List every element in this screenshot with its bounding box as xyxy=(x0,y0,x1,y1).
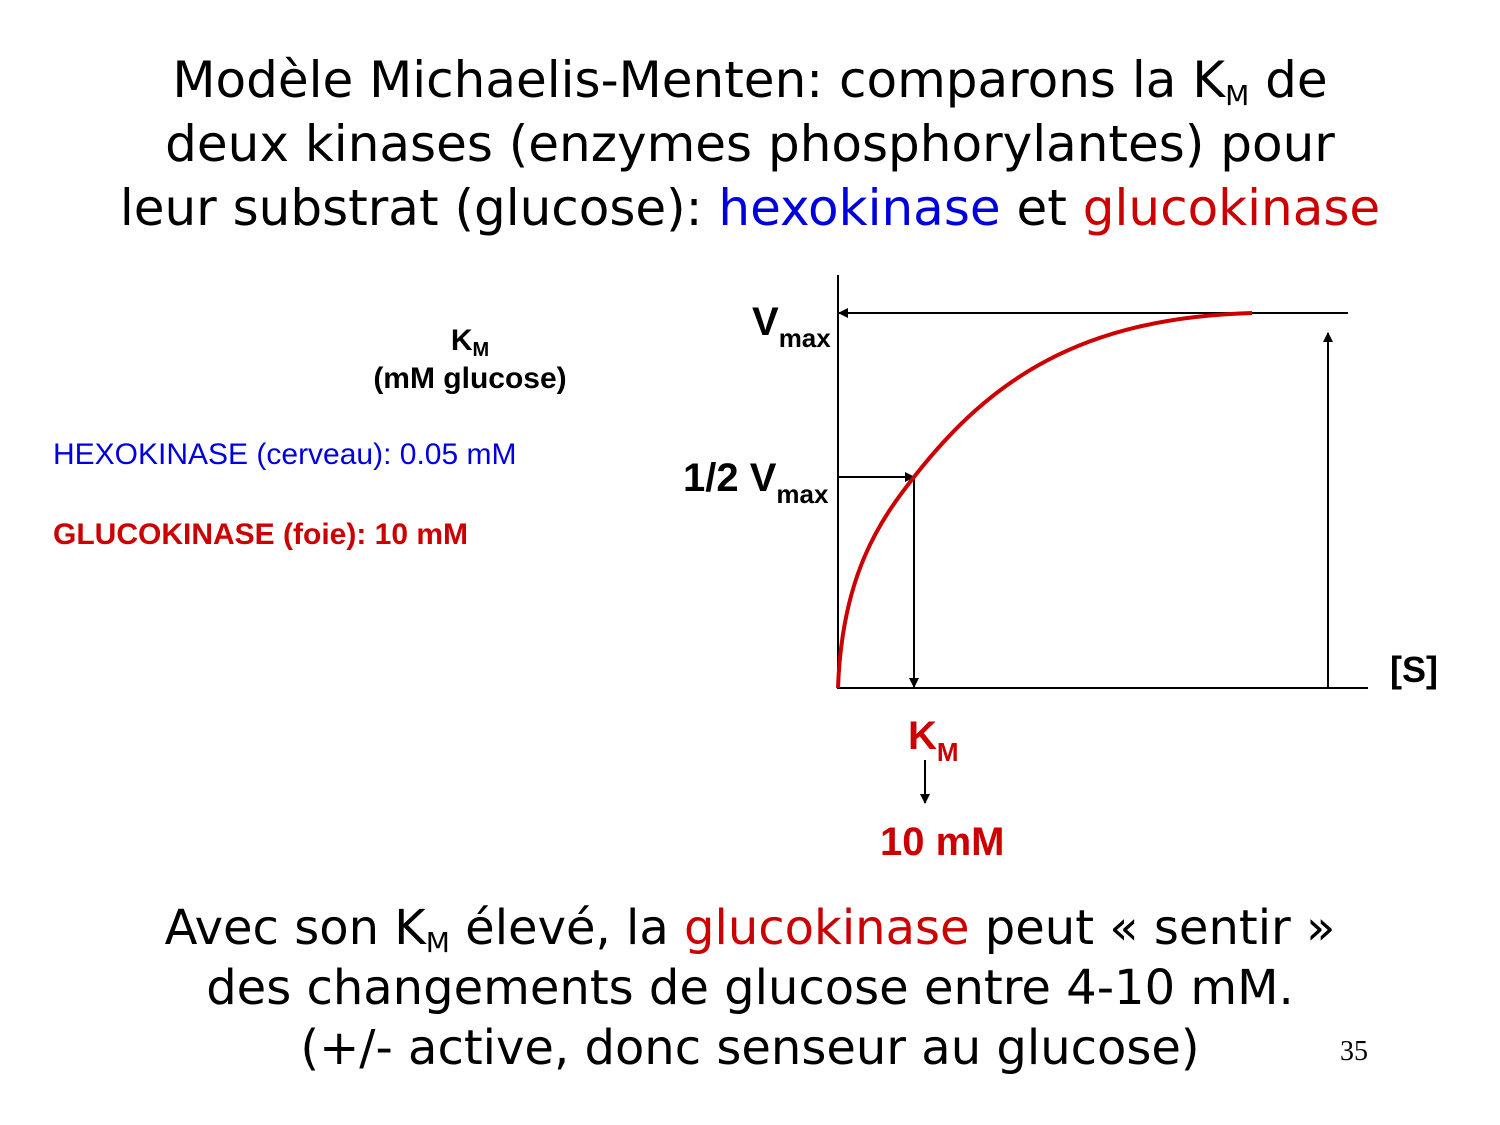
title-text: de xyxy=(1249,51,1328,109)
vmax-v: V xyxy=(752,300,779,344)
vmax-label: Vmax xyxy=(752,300,831,351)
conclusion-text: Avec son KM élevé, la glucokinase peut «… xyxy=(0,898,1500,1078)
km-header-k: K xyxy=(450,324,473,357)
conclusion-sub: M xyxy=(425,926,450,959)
conclusion-glucokinase: glucokinase xyxy=(684,900,970,956)
conclusion-line-3: (+/- active, donc senseur au glucose) xyxy=(300,1020,1200,1076)
half-vmax-label: 1/2 Vmax xyxy=(683,456,828,507)
half-v: 1/2 V xyxy=(683,456,777,500)
slide-title: Modèle Michaelis-Menten: comparons la KM… xyxy=(0,48,1500,240)
half-sub: max xyxy=(776,479,829,509)
km-k: K xyxy=(908,714,937,758)
title-text: Modèle Michaelis-Menten: comparons la K xyxy=(172,51,1226,109)
glucokinase-km: GLUCOKINASE (foie): 10 mM xyxy=(53,518,469,551)
conclusion-text: Avec son K xyxy=(164,900,426,956)
km-label: KM xyxy=(908,714,959,765)
title-glucokinase: glucokinase xyxy=(1082,179,1381,237)
km-sub: M xyxy=(936,737,959,767)
conclusion-text: peut « sentir » xyxy=(969,900,1336,956)
title-text: leur substrat (glucose): xyxy=(119,179,719,237)
saturation-curve xyxy=(836,311,1253,689)
conclusion-line-2: des changements de glucose entre 4-10 mM… xyxy=(206,960,1294,1016)
vmax-sub: max xyxy=(778,323,831,353)
title-text: et xyxy=(1000,179,1083,237)
title-line-2: deux kinases (enzymes phosphorylantes) p… xyxy=(165,115,1335,173)
km-header: KM (mM glucose) xyxy=(340,322,600,398)
km-header-sub: M xyxy=(472,339,490,361)
km-value: 10 mM xyxy=(880,820,1005,864)
page-number: 35 xyxy=(1340,1036,1368,1067)
title-sub: M xyxy=(1225,79,1250,112)
x-axis-label: [S] xyxy=(1390,649,1438,690)
hexokinase-km: HEXOKINASE (cerveau): 0.05 mM xyxy=(53,438,517,471)
km-header-unit: (mM glucose) xyxy=(373,362,567,395)
conclusion-text: élevé, la xyxy=(449,900,685,956)
title-hexokinase: hexokinase xyxy=(718,179,1001,237)
